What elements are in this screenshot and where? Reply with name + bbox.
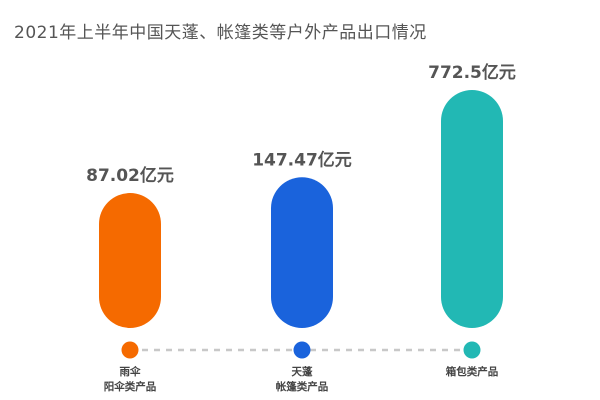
category-sublabel-1: 阳伞类产品 (104, 380, 157, 393)
category-dot-2 (293, 341, 311, 359)
category-dot-1 (121, 341, 139, 359)
chart-title: 2021年上半年中国天蓬、帐篷类等户外产品出口情况 (14, 23, 427, 43)
value-label-2: 147.47亿元 (252, 149, 352, 170)
category-dot-3 (463, 341, 481, 359)
bar-1 (99, 193, 161, 328)
bar-2 (271, 177, 333, 328)
category-label-2: 天蓬 (292, 365, 313, 378)
bar-3 (441, 90, 503, 328)
category-label-1: 雨伞 (120, 365, 141, 378)
category-label-3: 箱包类产品 (446, 365, 499, 378)
value-label-1: 87.02亿元 (86, 165, 174, 186)
category-sublabel-2: 帐篷类产品 (276, 380, 329, 393)
value-label-3: 772.5亿元 (428, 62, 516, 83)
